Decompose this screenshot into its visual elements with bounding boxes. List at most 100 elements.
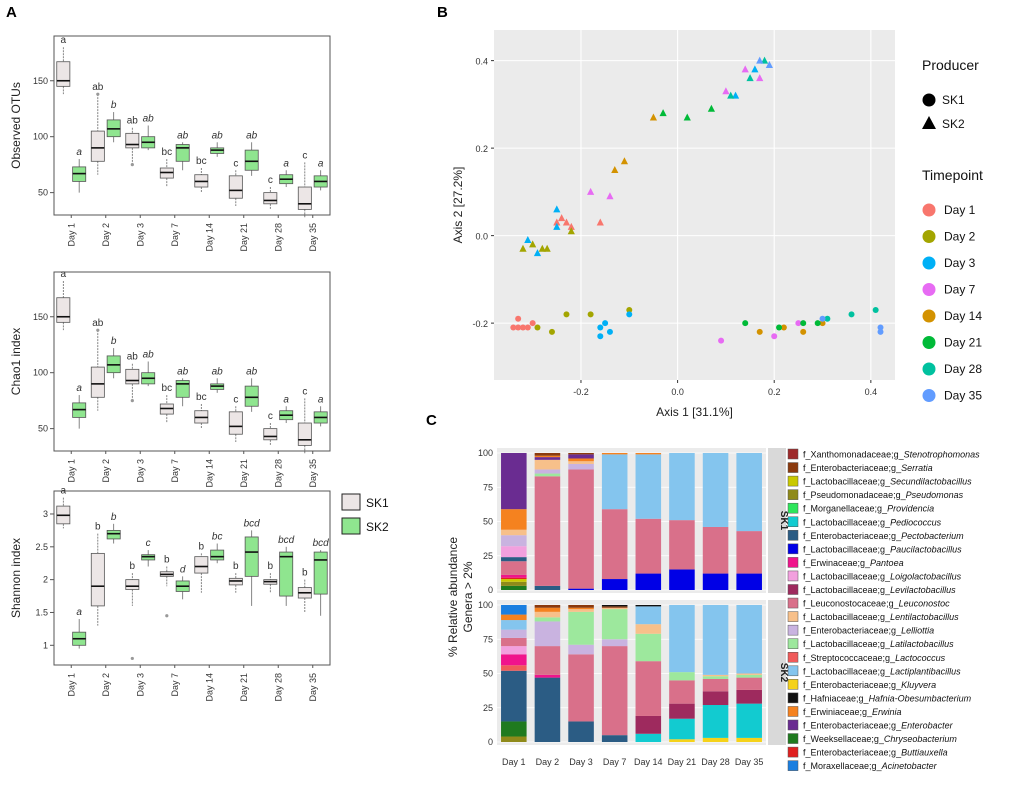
bar-segment-hafnia-obesumbacterium xyxy=(635,605,662,607)
y-tick-label: 50 xyxy=(483,669,493,679)
significance-letter: bc xyxy=(162,147,173,158)
outlier-point xyxy=(96,328,100,332)
significance-letter: bc xyxy=(196,392,207,403)
bar-segment-levilactobacillus xyxy=(669,703,695,719)
legend-family: f_Weeksellaceae;g_ xyxy=(803,734,885,744)
bar-segment-levilactobacillus xyxy=(736,689,762,704)
sk2-point xyxy=(543,244,551,252)
legend-timepoint-label: Day 1 xyxy=(944,203,976,217)
sk2-point xyxy=(760,56,769,64)
bar-segment-buttiauxella xyxy=(501,577,527,580)
legend-timepoint-label: Day 35 xyxy=(944,389,982,403)
sk1-point xyxy=(771,333,778,340)
bar-segment-leuconostoc xyxy=(534,646,561,675)
y-tick-label: 2.5 xyxy=(35,542,48,552)
legend-genus-label: f_Enterobacteriaceae;g_Kluyvera xyxy=(803,680,936,690)
bar-segment-lelliottia xyxy=(501,629,527,638)
legend-swatch xyxy=(787,502,799,514)
y-tick-label: 25 xyxy=(483,551,493,561)
sk2-point xyxy=(562,218,571,226)
bar-segment-lactococcus xyxy=(501,665,527,671)
bar-segment-lentilactobacillus xyxy=(568,461,594,464)
sk2-point xyxy=(529,240,537,248)
bar-segment-lactiplantibacillus xyxy=(635,606,662,625)
sk1-box xyxy=(56,61,71,87)
legend-genus-label: f_Xanthomonadaceae;g_Stenotrophomonas xyxy=(803,450,980,460)
legend-genus: Pectobacterium xyxy=(901,531,964,541)
x-tick-label: Day 35 xyxy=(735,757,764,767)
legend-timepoint-marker xyxy=(922,336,936,349)
bar-segment-pseudomonas xyxy=(501,581,527,586)
legend-swatch xyxy=(787,760,799,771)
bar-segment-secundilactobacillus xyxy=(501,579,527,582)
plot-frame xyxy=(53,35,331,216)
bar-segment-latilactobacillus xyxy=(669,672,695,681)
bar-segment-erwinia xyxy=(635,453,662,455)
sk1-point xyxy=(800,328,807,335)
legend-genus-label: f_Erwinaceae;g_Pantoea xyxy=(803,558,904,568)
bar-segment-erwinia xyxy=(601,453,628,455)
legend-sk2-marker xyxy=(922,116,936,129)
sk1-point xyxy=(597,324,604,331)
x-tick-label: Day 21 xyxy=(668,757,697,767)
bar-segment-erwinia xyxy=(534,455,561,458)
x-tick-label: Day 2 xyxy=(101,673,111,697)
legend-timepoint-marker xyxy=(922,389,936,402)
facet-strip xyxy=(768,600,786,745)
bar-segment-pectobacterium xyxy=(534,585,561,590)
x-tick-label: Day 1 xyxy=(66,673,76,697)
bar-segment-loigolactobacillus xyxy=(501,546,527,558)
bar-segment-leuconostoc xyxy=(601,646,628,736)
significance-letter: ab xyxy=(246,366,258,377)
significance-letter: ab xyxy=(212,130,224,141)
sk2-box xyxy=(175,380,190,398)
legend-swatch xyxy=(787,475,799,487)
x-tick-label: Day 21 xyxy=(239,673,249,702)
legend-family: f_Lactobacillaceae;g_ xyxy=(803,544,891,554)
legend-family: f_Lactobacillaceae;g_ xyxy=(803,477,891,487)
y-tick-label: 100 xyxy=(33,132,48,142)
legend-family: f_Enterobacteriaceae;g_ xyxy=(803,531,902,541)
bar-segment-leuconostoc xyxy=(669,680,695,704)
sk2-point xyxy=(731,91,740,99)
sk2-point xyxy=(553,222,561,230)
bar-segment-leuconostoc xyxy=(568,654,594,722)
legend-swatch xyxy=(787,692,799,704)
x-axis-title: Axis 1 [31.1%] xyxy=(656,405,733,419)
legend-timepoint-marker xyxy=(922,362,936,376)
legend-genus-label: f_Moraxellaceae;g_Acinetobacter xyxy=(803,761,938,771)
sk1-point xyxy=(819,320,826,327)
sk2-point xyxy=(751,65,759,73)
significance-letter: c xyxy=(268,411,273,422)
sk2-box xyxy=(279,551,294,597)
legend-swatch xyxy=(787,679,799,690)
legend-genus-label: f_Lactobacillaceae;g_Lactiplantibacillus xyxy=(803,666,961,676)
significance-letter: ab xyxy=(127,116,139,127)
legend-family: f_Lactobacillaceae;g_ xyxy=(803,666,891,676)
bar-segment-latilactobacillus xyxy=(635,633,662,662)
y-tick-label: 0 xyxy=(488,737,493,747)
sk2-point xyxy=(538,244,546,252)
legend-swatch-sk1 xyxy=(341,493,361,511)
x-tick-label: Day 21 xyxy=(239,223,249,252)
legend-family: f_Morganellaceae;g_ xyxy=(803,504,888,514)
bar-segment-pediococcus xyxy=(736,703,762,738)
legend-label-sk1: SK1 xyxy=(366,496,389,510)
bar-segment-lactiplantibacillus xyxy=(669,453,695,521)
sk2-point xyxy=(756,74,764,82)
sk2-point xyxy=(727,91,735,99)
legend-swatch xyxy=(787,597,799,609)
legend-genus: Lentilactobacillus xyxy=(890,612,959,622)
bar-segment-enterobacter xyxy=(501,453,527,510)
legend-swatch xyxy=(787,746,799,758)
legend-genus-label: f_Lactobacillaceae;g_Loigolactobacillus xyxy=(803,571,962,581)
bar-segment-pediococcus xyxy=(635,733,662,742)
x-tick-label: Day 3 xyxy=(135,459,145,483)
legend-genus: Lactiplantibacillus xyxy=(890,666,961,676)
y-tick-label: 150 xyxy=(33,76,48,86)
legend-genus: Stenotrophomonas xyxy=(904,450,981,460)
legend-genus-label: f_Morganellaceae;g_Providencia xyxy=(803,504,934,514)
legend-timepoint-label: Day 2 xyxy=(944,230,976,244)
sk2-box xyxy=(313,551,328,595)
bar-segment-erwinia xyxy=(568,607,594,610)
